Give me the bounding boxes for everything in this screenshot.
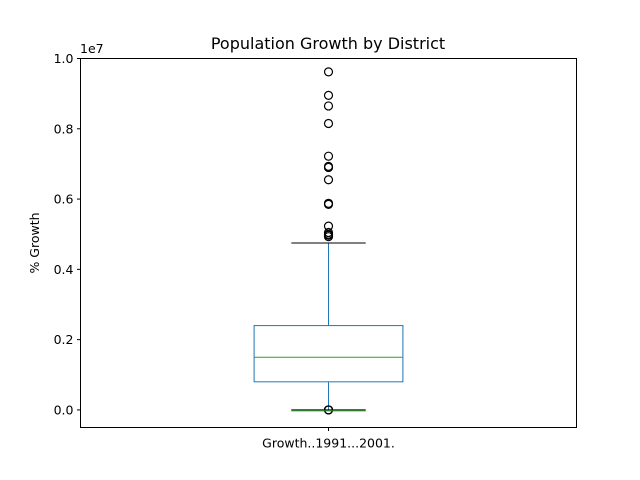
plot-area: 0.0 0.2 0.4 0.6 0.8 1.0 Growth..1991...2001. [54, 51, 404, 451]
outlier-point [323, 101, 334, 111]
y-axis-offset-label: 1e7 [80, 41, 104, 56]
y-tick-label: 0.6 [54, 192, 74, 207]
plot-frame [80, 58, 577, 428]
outlier-point [323, 162, 334, 173]
outlier-point [323, 118, 334, 129]
y-tick-label: 0.0 [54, 402, 74, 417]
y-tick-label: 0.8 [54, 121, 74, 136]
y-tick-label: 0.4 [54, 262, 74, 277]
x-tick-label: Growth..1991...2001. [262, 436, 395, 451]
outlier-point [323, 232, 334, 242]
outlier-point [323, 199, 334, 209]
y-tick-label: 0.2 [54, 332, 74, 347]
outlier-point [323, 151, 334, 161]
box-iqr [253, 325, 404, 383]
outlier-point [323, 90, 334, 101]
y-axis-label: % Growth [27, 212, 42, 273]
outlier-point [323, 67, 334, 77]
outlier-point [323, 405, 334, 415]
chart-title: Population Growth by District [211, 34, 445, 53]
outlier-point [323, 175, 334, 185]
y-tick-label: 1.0 [54, 51, 74, 66]
